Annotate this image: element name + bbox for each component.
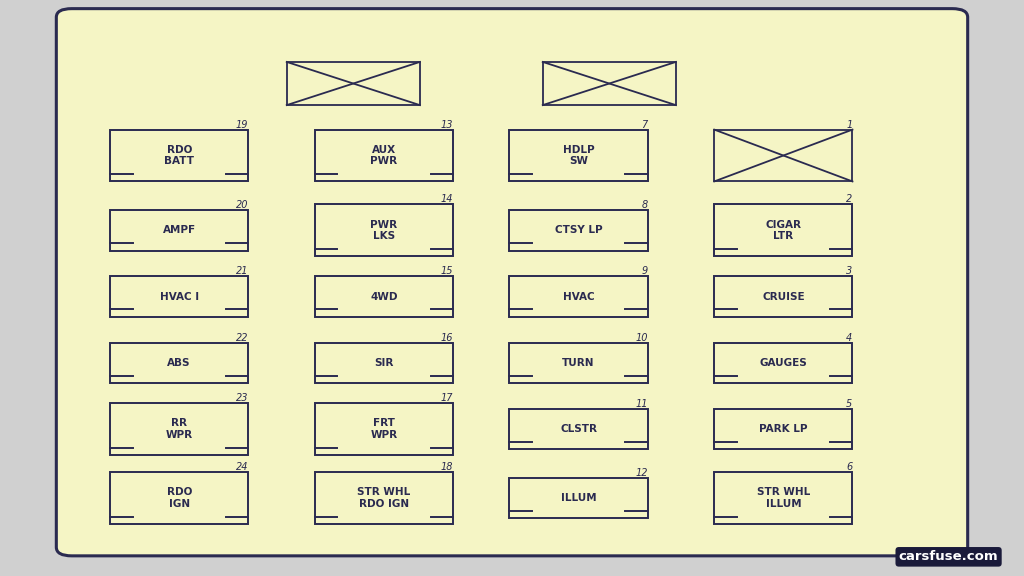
Text: 7: 7 [641, 120, 647, 130]
Text: 9: 9 [641, 267, 647, 276]
Text: HVAC: HVAC [563, 291, 594, 302]
Bar [287, 62, 420, 105]
Bar [315, 403, 453, 455]
Text: 3: 3 [846, 267, 852, 276]
Bar [715, 343, 852, 383]
Bar [315, 204, 453, 256]
Bar [715, 130, 852, 181]
Text: HDLP
SW: HDLP SW [563, 145, 594, 166]
Text: TURN: TURN [562, 358, 595, 368]
Text: 23: 23 [236, 393, 248, 403]
Text: 24: 24 [236, 463, 248, 472]
Bar [509, 130, 647, 181]
Text: CLSTR: CLSTR [560, 424, 597, 434]
Bar [315, 130, 453, 181]
Text: 16: 16 [440, 333, 453, 343]
Bar [509, 210, 647, 251]
Text: 20: 20 [236, 200, 248, 210]
Bar [110, 210, 248, 251]
Text: 8: 8 [641, 200, 647, 210]
Text: FRT
WPR: FRT WPR [371, 418, 397, 440]
Bar [315, 276, 453, 317]
Text: ABS: ABS [168, 358, 190, 368]
Text: 4WD: 4WD [371, 291, 397, 302]
Text: PWR
LKS: PWR LKS [371, 219, 397, 241]
Text: STR WHL
ILLUM: STR WHL ILLUM [757, 487, 810, 509]
Text: 12: 12 [635, 468, 647, 478]
Text: ILLUM: ILLUM [561, 493, 596, 503]
Bar [110, 472, 248, 524]
Bar [509, 276, 647, 317]
Bar [315, 343, 453, 383]
Bar [110, 276, 248, 317]
Text: AUX
PWR: AUX PWR [371, 145, 397, 166]
Text: 15: 15 [440, 267, 453, 276]
Text: 21: 21 [236, 267, 248, 276]
Text: 5: 5 [846, 399, 852, 409]
Text: 19: 19 [236, 120, 248, 130]
Text: AMPF: AMPF [163, 225, 196, 236]
Text: CIGAR
LTR: CIGAR LTR [765, 219, 802, 241]
Text: 17: 17 [440, 393, 453, 403]
Bar [715, 204, 852, 256]
Text: RR
WPR: RR WPR [166, 418, 193, 440]
Bar [715, 472, 852, 524]
Text: 14: 14 [440, 195, 453, 204]
Text: PARK LP: PARK LP [759, 424, 808, 434]
Text: RDO
IGN: RDO IGN [167, 487, 191, 509]
Text: 4: 4 [846, 333, 852, 343]
Text: 1: 1 [846, 120, 852, 130]
Text: 22: 22 [236, 333, 248, 343]
Text: HVAC I: HVAC I [160, 291, 199, 302]
Text: STR WHL
RDO IGN: STR WHL RDO IGN [357, 487, 411, 509]
Text: CTSY LP: CTSY LP [555, 225, 602, 236]
Text: RDO
BATT: RDO BATT [164, 145, 195, 166]
Text: 10: 10 [635, 333, 647, 343]
Text: 2: 2 [846, 195, 852, 204]
Bar [509, 343, 647, 383]
Bar [110, 403, 248, 455]
Text: 13: 13 [440, 120, 453, 130]
Text: carsfuse.com: carsfuse.com [899, 550, 998, 563]
Bar [715, 276, 852, 317]
Bar [110, 130, 248, 181]
FancyBboxPatch shape [56, 9, 968, 556]
Text: 18: 18 [440, 463, 453, 472]
Bar [509, 478, 647, 518]
Text: 11: 11 [635, 399, 647, 409]
Text: SIR: SIR [375, 358, 393, 368]
Text: CRUISE: CRUISE [762, 291, 805, 302]
Bar [509, 409, 647, 449]
Bar [110, 343, 248, 383]
Bar [315, 472, 453, 524]
Bar [543, 62, 676, 105]
Bar [715, 409, 852, 449]
Text: GAUGES: GAUGES [760, 358, 807, 368]
Text: 6: 6 [846, 463, 852, 472]
